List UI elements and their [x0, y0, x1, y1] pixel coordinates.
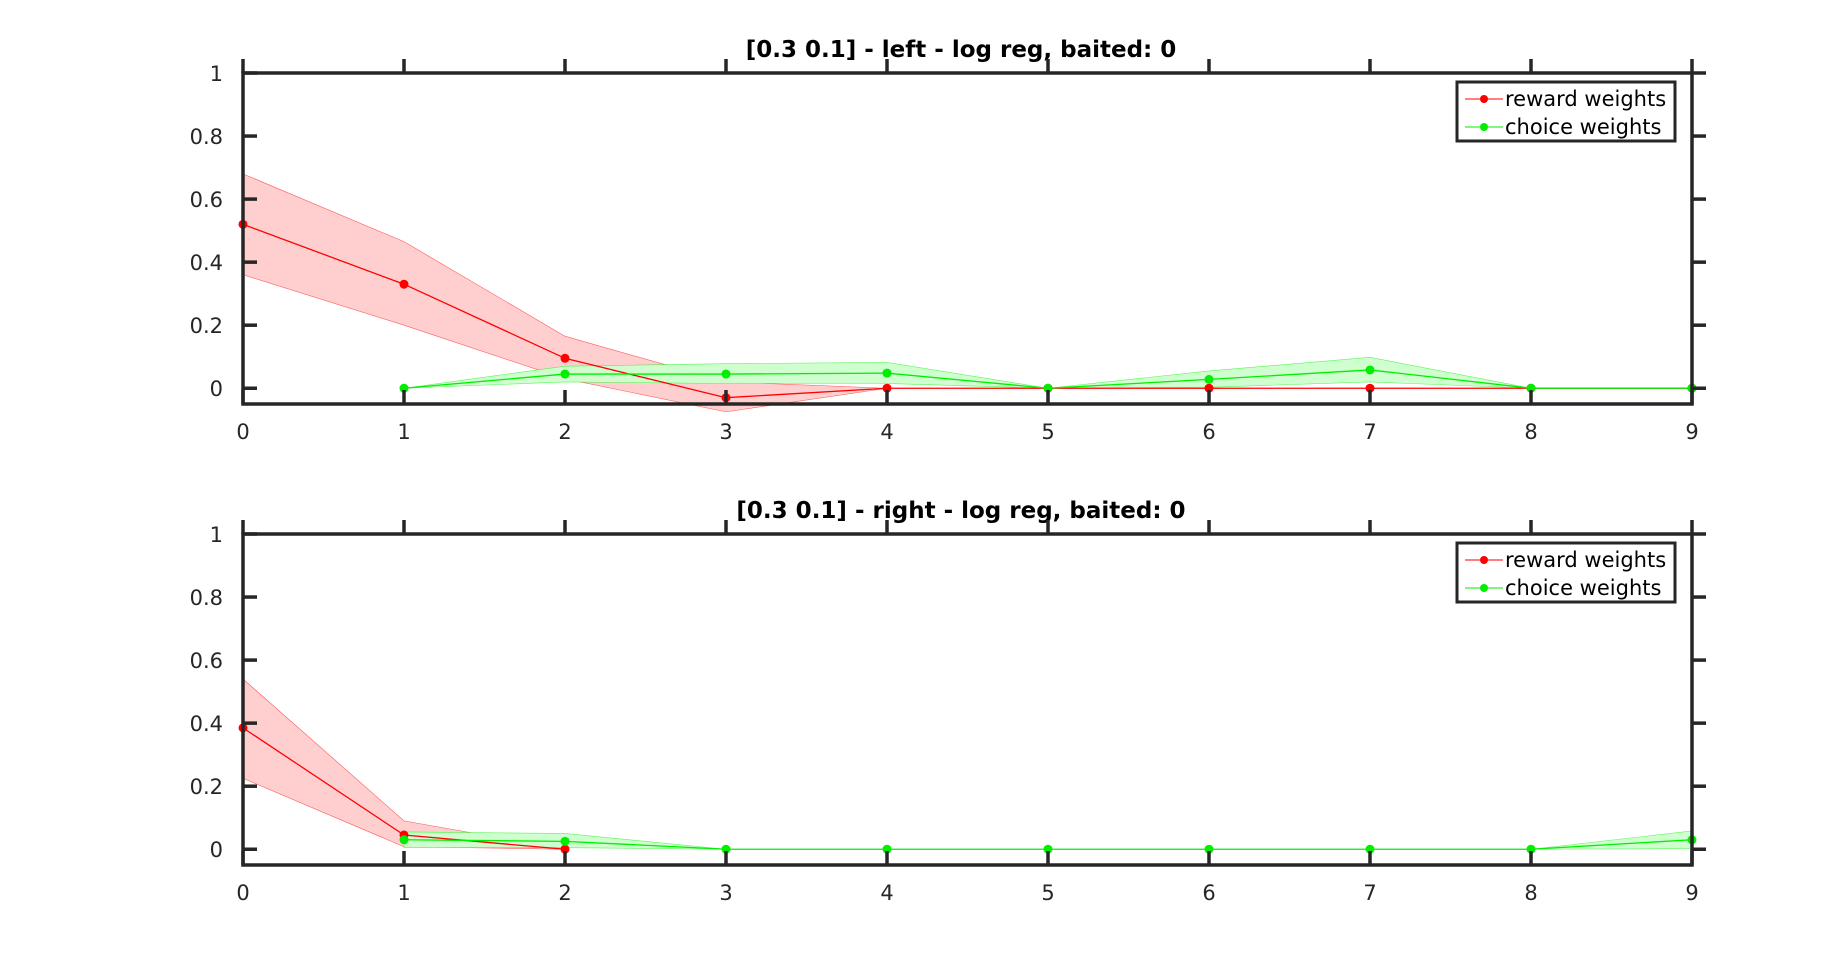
point-series-0: [560, 844, 570, 854]
point-series-1: [1526, 383, 1536, 393]
x-tick-labels: 0 1 2 3 4 5 6 7 8 9: [236, 881, 1698, 905]
point-series-1: [1204, 844, 1214, 854]
y-tick-labels: 0 0.2 0.4 0.6 0.8 1: [190, 523, 223, 862]
x-tick-label: 1: [397, 881, 410, 905]
legend: reward weights choice weights: [1455, 541, 1677, 604]
x-tick-label: 5: [1041, 881, 1054, 905]
y-tick-label: 1: [210, 523, 223, 547]
x-tick-label: 3: [719, 881, 732, 905]
y-tick-label: 0.6: [190, 188, 223, 212]
y-tick-label: 0.6: [190, 649, 223, 673]
x-tick-label: 2: [558, 881, 571, 905]
y-tick-labels: 0 0.2 0.4 0.6 0.8 1: [190, 62, 223, 401]
point-series-1: [1043, 844, 1053, 854]
legend-reward-label: reward weights: [1505, 548, 1666, 572]
y-tick-label: 0.4: [190, 251, 223, 275]
y-tick-label: 0.8: [190, 125, 223, 149]
chart-panel-right: [0.3 0.1] - right - log reg, baited: 0 0…: [190, 498, 1706, 905]
x-tick-label: 3: [719, 420, 732, 444]
line-series-0: [242, 223, 1692, 399]
legend-reward-marker: [1480, 95, 1488, 103]
legend-box: [1455, 541, 1677, 604]
y-tick-label: 0: [210, 377, 223, 401]
point-series-0: [882, 383, 892, 393]
point-series-1: [1365, 365, 1375, 375]
point-series-1: [721, 369, 731, 379]
point-series-1: [399, 383, 409, 393]
axes-box: [241, 71, 1694, 406]
y-tick-label: 0.8: [190, 586, 223, 610]
x-tick-label: 7: [1363, 420, 1376, 444]
chart-title: [0.3 0.1] - left - log reg, baited: 0: [746, 37, 1177, 63]
series-points: [238, 723, 1697, 854]
point-series-1: [882, 844, 892, 854]
point-series-1: [1043, 383, 1053, 393]
x-tick-label: 9: [1685, 420, 1698, 444]
point-series-0: [1365, 383, 1375, 393]
x-tick-label: 5: [1041, 420, 1054, 444]
legend-reward-marker: [1480, 556, 1488, 564]
point-series-1: [1204, 374, 1214, 384]
x-tick-label: 4: [880, 420, 893, 444]
axes-frame: [241, 59, 1706, 406]
legend-reward-label: reward weights: [1505, 87, 1666, 111]
legend-choice-marker: [1480, 123, 1488, 131]
x-tick-label: 6: [1202, 420, 1215, 444]
x-tick-label: 4: [880, 881, 893, 905]
x-tick-label: 8: [1524, 420, 1537, 444]
legend-choice-label: choice weights: [1505, 115, 1661, 139]
y-tick-label: 0.4: [190, 712, 223, 736]
x-tick-label: 7: [1363, 881, 1376, 905]
point-series-1: [560, 369, 570, 379]
point-series-0: [1204, 383, 1214, 393]
y-tick-label: 0.2: [190, 775, 223, 799]
point-series-0: [399, 279, 409, 289]
axes-box: [241, 532, 1694, 867]
point-series-1: [882, 368, 892, 378]
point-series-1: [399, 835, 409, 845]
legend-box: [1455, 80, 1677, 143]
band-series-1: [403, 357, 1692, 389]
point-series-1: [560, 836, 570, 846]
x-tick-label: 8: [1524, 881, 1537, 905]
x-tick-label: 6: [1202, 881, 1215, 905]
point-series-1: [721, 844, 731, 854]
point-series-1: [1526, 844, 1536, 854]
point-series-1: [1365, 844, 1375, 854]
y-tick-label: 1: [210, 62, 223, 86]
y-tick-label: 0: [210, 838, 223, 862]
axes-frame: [241, 520, 1706, 867]
chart-title: [0.3 0.1] - right - log reg, baited: 0: [736, 498, 1185, 524]
y-tick-label: 0.2: [190, 314, 223, 338]
point-series-0: [560, 353, 570, 363]
x-tick-label: 9: [1685, 881, 1698, 905]
x-tick-label: 1: [397, 420, 410, 444]
x-tick-label: 0: [236, 420, 249, 444]
legend: reward weights choice weights: [1455, 80, 1677, 143]
chart-panel-left: [0.3 0.1] - left - log reg, baited: 0 0 1…: [190, 37, 1706, 444]
x-tick-label: 2: [558, 420, 571, 444]
x-tick-label: 0: [236, 881, 249, 905]
x-tick-labels: 0 1 2 3 4 5 6 7 8 9: [236, 420, 1698, 444]
legend-choice-label: choice weights: [1505, 576, 1661, 600]
legend-choice-marker: [1480, 584, 1488, 592]
